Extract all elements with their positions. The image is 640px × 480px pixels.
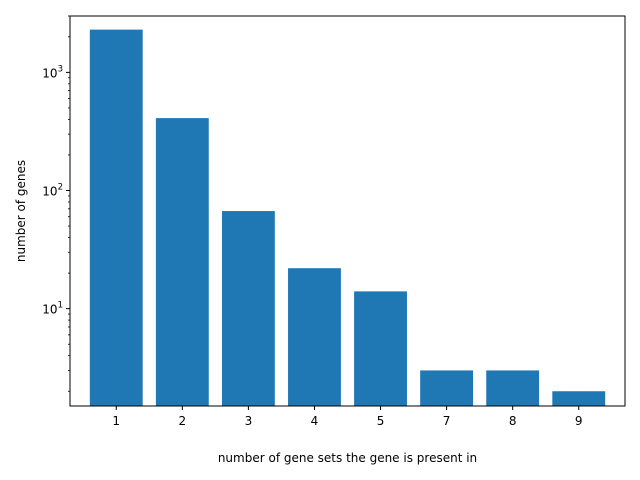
- bar-3: [221, 211, 275, 406]
- x-tick-label: 7: [443, 414, 451, 428]
- y-axis-label: number of genes: [14, 160, 28, 262]
- bar-9: [552, 391, 606, 406]
- bar-1: [89, 29, 143, 406]
- y-tick-label: 102: [42, 183, 63, 199]
- x-tick-label: 9: [575, 414, 583, 428]
- x-axis-ticks: 1 2 3 4 5 7 8 9: [112, 406, 583, 428]
- bar-7: [420, 370, 474, 406]
- x-tick-label: 4: [311, 414, 319, 428]
- x-tick-label: 1: [112, 414, 120, 428]
- bar-4: [288, 268, 341, 406]
- x-axis-label: number of gene sets the gene is present …: [218, 451, 477, 465]
- bar-5: [354, 291, 407, 406]
- bars: [89, 29, 606, 406]
- y-tick-label: 101: [42, 301, 63, 317]
- bar-2: [155, 118, 209, 406]
- x-tick-label: 3: [245, 414, 253, 428]
- x-tick-label: 5: [377, 414, 385, 428]
- x-tick-label: 2: [179, 414, 187, 428]
- y-tick-label: 103: [42, 64, 63, 80]
- y-axis-ticks: 101 102 103: [42, 15, 70, 392]
- plot-frame: [69, 15, 626, 407]
- x-tick-label: 8: [509, 414, 517, 428]
- bar-8: [486, 370, 540, 406]
